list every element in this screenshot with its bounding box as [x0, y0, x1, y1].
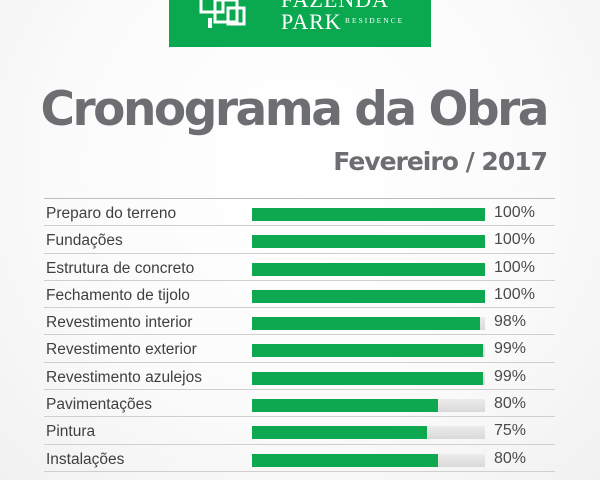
progress-percent: 80% — [494, 449, 527, 467]
table-row: Fechamento de tijolo 100% — [44, 281, 555, 309]
table-row: Preparo do terreno 100% — [44, 199, 555, 227]
task-label: Estrutura de concreto — [46, 259, 195, 277]
progress-percent: 100% — [494, 204, 535, 221]
progress-percent: 100% — [494, 258, 535, 276]
progress-bar-fill — [252, 371, 483, 385]
progress-bar-fill — [252, 235, 485, 249]
task-label: Fundações — [46, 232, 123, 250]
task-label: Instalações — [46, 450, 125, 468]
progress-bar-fill — [252, 399, 439, 413]
progress-bar — [252, 235, 485, 249]
task-label: Fechamento de tijolo — [46, 286, 190, 304]
table-row: Revestimento exterior 99% — [44, 335, 555, 363]
progress-table: Preparo do terreno 100% Fundações 100% E… — [44, 198, 555, 472]
table-row: Revestimento azulejos 99% — [44, 363, 555, 391]
progress-bar-fill — [252, 262, 485, 276]
task-label: Revestimento interior — [46, 314, 193, 332]
progress-bar-fill — [252, 344, 483, 358]
logo-name-line1: FAZENDA — [281, 0, 389, 13]
task-label: Pavimentações — [46, 396, 152, 414]
progress-percent: 80% — [494, 395, 527, 413]
page-title: Cronograma da Obra — [40, 82, 549, 137]
progress-percent: 99% — [494, 367, 527, 385]
progress-percent: 98% — [494, 313, 527, 331]
progress-percent: 75% — [494, 422, 527, 440]
table-row: Estrutura de concreto 100% — [44, 254, 555, 281]
table-row: Revestimento interior 98% — [44, 308, 555, 336]
progress-bar-fill — [252, 208, 485, 221]
task-label: Preparo do terreno — [46, 205, 177, 222]
progress-bar — [252, 399, 485, 413]
progress-bar-fill — [252, 426, 427, 440]
table-row: Instalações 80% — [44, 445, 555, 472]
progress-bar — [252, 208, 485, 221]
progress-bar-fill — [252, 453, 439, 467]
task-label: Revestimento exterior — [46, 341, 197, 359]
brand-logo: FAZENDA PARK RESIDENCE — [169, 0, 431, 47]
progress-bar — [252, 371, 485, 385]
logo-subtitle: RESIDENCE — [345, 16, 405, 25]
progress-percent: 99% — [494, 340, 527, 358]
progress-bar — [252, 262, 485, 276]
progress-bar — [252, 317, 485, 331]
progress-bar-fill — [252, 317, 481, 331]
task-label: Revestimento azulejos — [46, 368, 202, 386]
progress-percent: 100% — [494, 285, 535, 303]
table-row: Pavimentações 80% — [44, 390, 555, 418]
progress-bar-fill — [252, 289, 485, 303]
progress-bar — [252, 453, 485, 467]
table-row: Fundações 100% — [44, 226, 555, 254]
progress-percent: 100% — [494, 231, 535, 249]
progress-bar — [252, 289, 485, 303]
logo-name-line2: PARK — [281, 9, 342, 34]
progress-bar — [252, 344, 485, 358]
logo-mark-icon — [199, 0, 246, 28]
table-row: Pintura 75% — [44, 417, 555, 445]
progress-bar — [252, 426, 485, 440]
task-label: Pintura — [46, 423, 96, 441]
page-subtitle: Fevereiro / 2017 — [333, 147, 548, 176]
